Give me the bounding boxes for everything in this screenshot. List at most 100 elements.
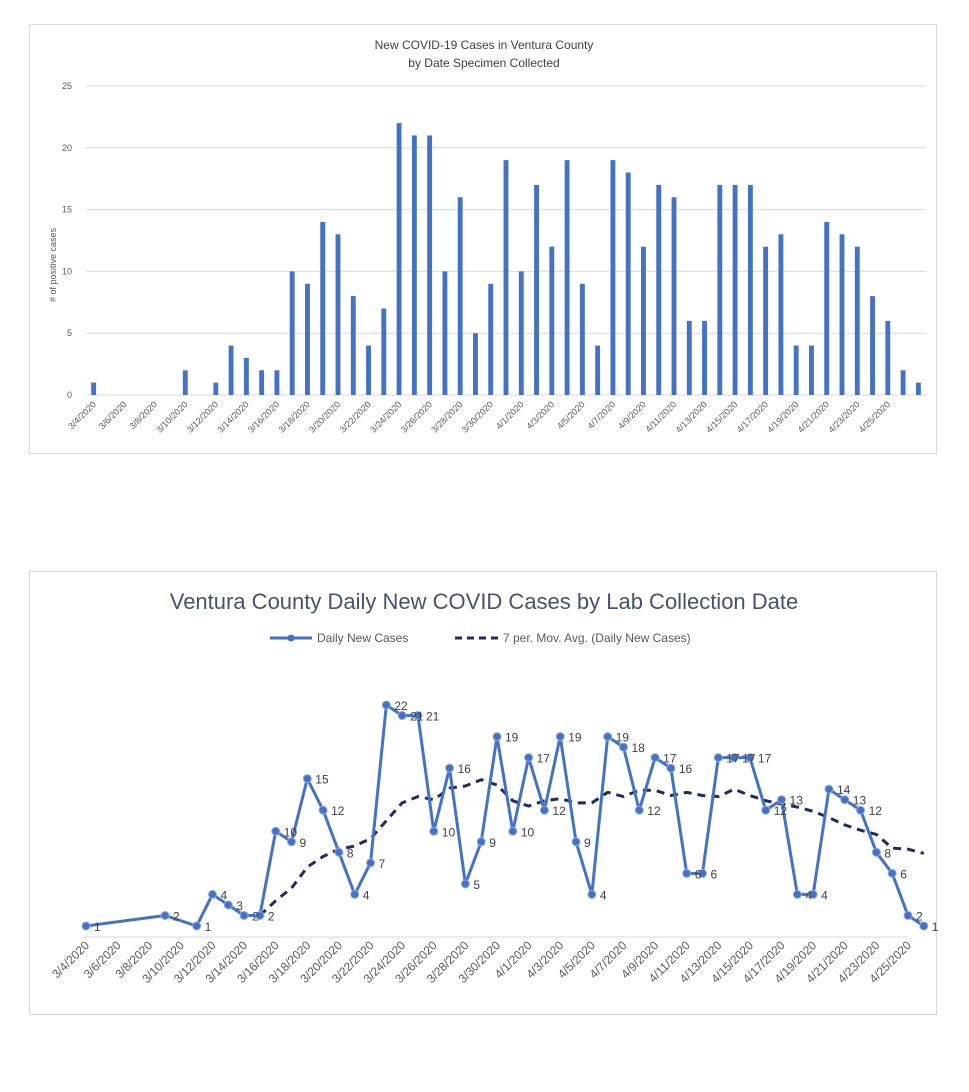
bar-chart-bar [793, 345, 799, 395]
daily-cases-point [381, 700, 391, 710]
bar-chart-x-ticks: 3/4/20203/6/20203/8/20203/10/20203/12/20… [66, 399, 892, 434]
daily-cases-point [587, 889, 597, 899]
daily-cases-point [508, 826, 518, 836]
bar-chart-bar [534, 184, 539, 395]
bar-chart-panel: New COVID-19 Cases in Ventura County by … [29, 24, 937, 454]
daily-cases-data-label: 12 [331, 804, 345, 818]
daily-cases-point [761, 805, 771, 815]
daily-cases-point [634, 805, 644, 815]
bar-chart-bar [809, 345, 814, 395]
bar-chart-bar [91, 382, 97, 395]
daily-cases-data-label: 13 [790, 794, 804, 808]
daily-cases-data-label: 4 [600, 888, 607, 902]
daily-cases-data-label: 3 [236, 899, 243, 913]
bar-chart-bar [915, 382, 921, 395]
daily-cases-point [271, 826, 281, 836]
bar-chart-bar [228, 345, 234, 395]
daily-cases-point [492, 732, 502, 742]
daily-cases-data-label: 17 [758, 752, 772, 766]
line-chart-panel: Ventura County Daily New COVID Cases by … [29, 571, 938, 1015]
line-chart-x-ticks: 3/4/20203/6/20203/8/20203/10/20203/12/20… [49, 938, 914, 986]
bar-chart-bar [259, 370, 265, 395]
bar-chart-bar [641, 246, 646, 395]
bar-chart-x-tick-label: 4/17/2020 [735, 399, 770, 434]
bar-chart-bar [503, 160, 509, 395]
daily-cases-point [666, 763, 676, 773]
line-chart-title: Ventura County Daily New COVID Cases by … [170, 589, 799, 614]
daily-cases-data-label: 10 [521, 825, 535, 839]
legend-daily-label: Daily New Cases [317, 631, 408, 645]
bar-chart-x-tick-label: 4/1/2020 [494, 399, 526, 431]
daily-cases-data-label: 8 [884, 846, 891, 860]
daily-cases-data-label: 19 [568, 731, 582, 745]
bar-chart-x-tick-label: 3/14/2020 [215, 399, 250, 434]
daily-cases-point [539, 805, 549, 815]
bar-chart-x-tick-label: 3/26/2020 [399, 399, 434, 434]
daily-cases-point [713, 753, 723, 763]
daily-cases-point [650, 753, 660, 763]
daily-cases-point [460, 879, 470, 889]
bar-chart-x-tick-label: 3/12/2020 [185, 399, 220, 434]
bar-chart-bar [427, 135, 433, 395]
bar-chart-y-tick-label: 10 [62, 266, 72, 276]
daily-cases-point [255, 910, 265, 920]
daily-cases-point [871, 847, 881, 857]
bar-chart-bar [442, 271, 448, 395]
bar-chart-bar [396, 123, 402, 395]
bar-chart-bar [518, 271, 524, 395]
daily-cases-point [555, 732, 565, 742]
daily-cases-point [302, 774, 312, 784]
daily-cases-point [334, 847, 344, 857]
daily-cases-data-label: 9 [300, 836, 307, 850]
daily-cases-data-label: 16 [679, 762, 693, 776]
bar-chart-bar [549, 246, 555, 395]
bar-chart-bar [182, 370, 188, 395]
bar-chart-bar [381, 308, 387, 395]
bar-chart-bar [839, 234, 845, 395]
bar-chart-bar [411, 135, 417, 395]
daily-cases-data-label: 9 [489, 836, 496, 850]
bar-chart-bar [778, 234, 784, 395]
daily-cases-point [318, 805, 328, 815]
bar-chart-bar [457, 197, 463, 395]
daily-cases-data-label: 15 [315, 773, 329, 787]
bar-chart-bar [320, 221, 326, 395]
bar-chart-bar [732, 184, 738, 395]
daily-cases-data-label: 14 [837, 783, 851, 797]
moving-average-line [258, 778, 925, 917]
bar-chart-bar [717, 184, 723, 395]
bar-chart-title: New COVID-19 Cases in Ventura County [375, 38, 594, 52]
bar-chart-x-tick-label: 4/11/2020 [644, 399, 679, 434]
daily-cases-data-label: 17 [742, 752, 756, 766]
daily-cases-data-label: 19 [616, 731, 630, 745]
bar-chart-bar [625, 172, 631, 395]
bar-chart-bar [289, 271, 295, 395]
daily-cases-point [840, 795, 850, 805]
bar-chart-bar [595, 345, 601, 395]
daily-cases-point [366, 858, 376, 868]
daily-cases-point [429, 826, 439, 836]
daily-cases-point [729, 753, 739, 763]
daily-cases-point [603, 732, 613, 742]
bar-chart-x-tick-label: 4/25/2020 [857, 399, 892, 434]
daily-cases-point [350, 889, 360, 899]
bar-chart-x-tick-label: 4/19/2020 [765, 399, 800, 434]
bar-chart-y-tick-label: 25 [62, 81, 72, 91]
bar-chart-x-tick-label: 3/22/2020 [338, 399, 373, 434]
daily-cases-point [887, 868, 897, 878]
daily-cases-data-label: 6 [695, 867, 702, 881]
daily-cases-data-label: 1 [94, 920, 101, 934]
daily-cases-point [524, 753, 534, 763]
daily-cases-point [745, 753, 755, 763]
bar-chart-y-tick-label: 15 [62, 205, 72, 215]
daily-cases-point [856, 805, 866, 815]
bar-chart-bar [870, 296, 875, 395]
bar-chart-x-tick-label: 4/5/2020 [555, 399, 587, 431]
bar-chart-bar [488, 283, 494, 395]
daily-cases-point [777, 795, 787, 805]
bar-chart-y-tick-label: 20 [62, 143, 72, 153]
bar-chart-y-tick-label: 0 [67, 390, 72, 400]
daily-cases-data-label: 12 [869, 804, 883, 818]
daily-cases-point [698, 868, 707, 878]
daily-cases-point [571, 837, 581, 847]
